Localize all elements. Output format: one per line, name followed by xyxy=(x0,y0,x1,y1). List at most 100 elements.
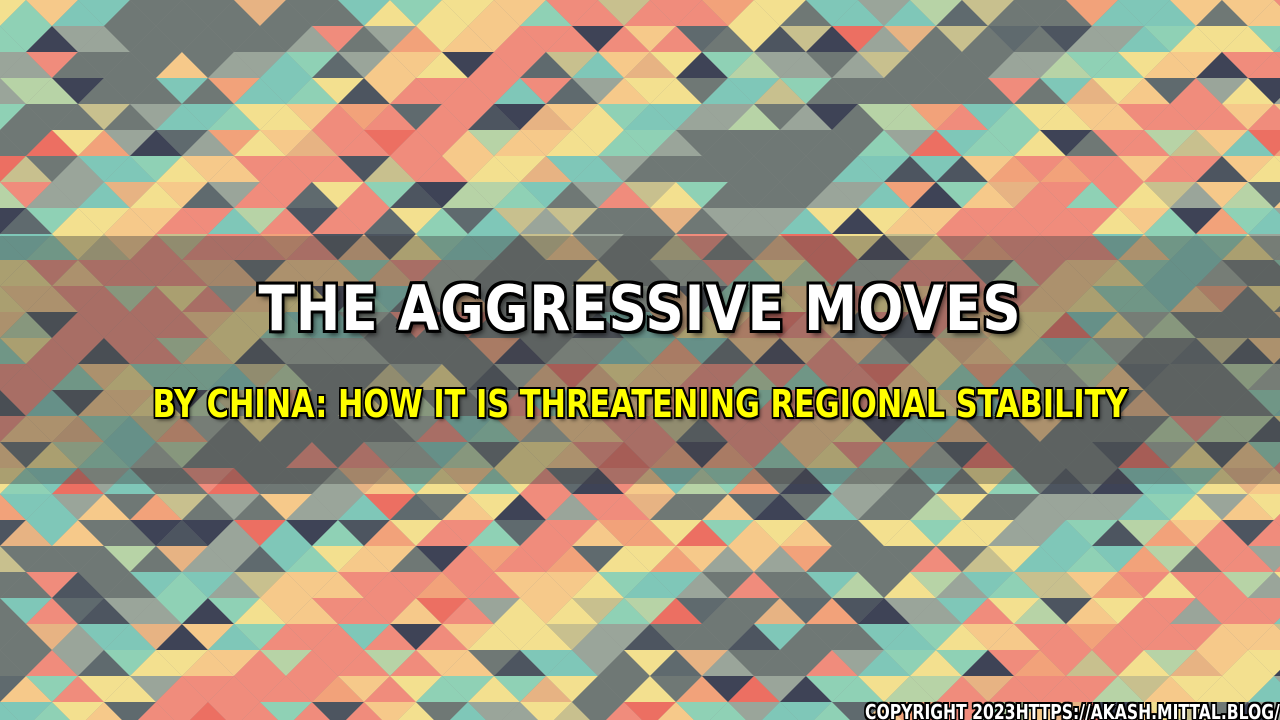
mosaic-tile xyxy=(104,702,156,720)
mosaic-tile xyxy=(156,520,208,546)
mosaic-tile xyxy=(338,78,390,104)
mosaic-tile xyxy=(598,260,650,286)
mosaic-tile xyxy=(1170,442,1222,468)
mosaic-tile xyxy=(910,338,962,364)
mosaic-tile xyxy=(814,702,850,720)
mosaic-tile xyxy=(104,494,156,520)
mosaic-tile xyxy=(988,650,1040,676)
copyright-footer: COPYRIGHT 2023HTTPS://AKASH.MITTAL.BLOG/ xyxy=(865,700,1280,720)
mosaic-tile xyxy=(988,416,1040,442)
mosaic-tile xyxy=(442,338,494,364)
mosaic-tile xyxy=(338,0,390,26)
mosaic-tile xyxy=(806,650,858,676)
mosaic-tile xyxy=(910,442,962,468)
mosaic-tile xyxy=(1144,130,1196,156)
mosaic-tile xyxy=(130,442,182,468)
mosaic-tile xyxy=(52,624,104,650)
mosaic-tile xyxy=(104,468,156,494)
mosaic-tile xyxy=(52,494,104,520)
mosaic-tile xyxy=(754,572,806,598)
mosaic-tile xyxy=(0,572,52,598)
mosaic-tile xyxy=(364,650,416,676)
mosaic-tile xyxy=(988,234,1040,260)
mosaic-tile xyxy=(598,130,650,156)
mosaic-tile xyxy=(936,312,988,338)
mosaic-tile xyxy=(1118,442,1170,468)
mosaic-tile xyxy=(260,130,312,156)
mosaic-tile xyxy=(1248,676,1280,702)
mosaic-tile xyxy=(286,156,338,182)
mosaic-tile xyxy=(780,468,832,494)
mosaic-tile xyxy=(364,520,416,546)
mosaic-tile xyxy=(338,104,390,130)
mosaic-tile xyxy=(0,0,52,26)
mosaic-tile xyxy=(1230,702,1266,720)
mosaic-tile xyxy=(390,0,442,26)
mosaic-tile xyxy=(156,0,208,26)
mosaic-tile xyxy=(416,156,468,182)
mosaic-tile xyxy=(104,520,156,546)
mosaic-tile xyxy=(338,156,390,182)
mosaic-tile xyxy=(936,26,988,52)
mosaic-tile xyxy=(858,390,910,416)
mosaic-tile xyxy=(364,260,416,286)
mosaic-tile xyxy=(1118,156,1170,182)
mosaic-tile xyxy=(390,104,442,130)
mosaic-tile xyxy=(728,208,780,234)
mosaic-tile xyxy=(1248,312,1280,338)
mosaic-tile xyxy=(130,468,182,494)
mosaic-tile xyxy=(962,364,1014,390)
mosaic-tile xyxy=(1222,442,1274,468)
mosaic-tile xyxy=(1248,156,1280,182)
mosaic-tile xyxy=(858,338,910,364)
mosaic-tile xyxy=(780,494,832,520)
mosaic-tile xyxy=(598,234,650,260)
mosaic-tile xyxy=(1144,416,1196,442)
mosaic-tile xyxy=(1196,260,1248,286)
mosaic-tile xyxy=(1118,416,1170,442)
mosaic-tile xyxy=(104,338,156,364)
mosaic-tile xyxy=(546,234,598,260)
mosaic-tile xyxy=(936,130,988,156)
mosaic-tile xyxy=(754,130,806,156)
mosaic-tile xyxy=(234,676,286,702)
mosaic-tile xyxy=(598,572,650,598)
mosaic-tile xyxy=(416,52,468,78)
mosaic-tile xyxy=(1274,156,1280,162)
mosaic-tile xyxy=(208,0,260,26)
mosaic-tile xyxy=(884,624,936,650)
mosaic-tile xyxy=(728,702,780,720)
mosaic-tile xyxy=(1144,546,1196,572)
mosaic-tile xyxy=(1222,416,1274,442)
mosaic-tile xyxy=(1014,364,1066,390)
mosaic-tile xyxy=(364,442,416,468)
mosaic-tile xyxy=(806,104,858,130)
mosaic-tile xyxy=(0,208,52,234)
mosaic-tile xyxy=(624,0,676,26)
mosaic-tile xyxy=(364,182,416,208)
mosaic-tile xyxy=(936,0,988,26)
mosaic-tile xyxy=(1274,104,1280,110)
mosaic-tile xyxy=(598,52,650,78)
mosaic-tile xyxy=(156,338,208,364)
mosaic-tile xyxy=(624,546,676,572)
mosaic-tile xyxy=(1248,338,1280,364)
mosaic-tile xyxy=(312,598,364,624)
mosaic-tile xyxy=(1092,52,1144,78)
mosaic-tile xyxy=(234,650,286,676)
mosaic-tile xyxy=(858,130,910,156)
mosaic-tile xyxy=(780,312,832,338)
mosaic-tile xyxy=(1222,364,1274,390)
mosaic-tile xyxy=(130,130,182,156)
mosaic-tile xyxy=(442,494,494,520)
mosaic-tile xyxy=(962,312,1014,338)
mosaic-tile xyxy=(390,312,442,338)
mosaic-tile xyxy=(1092,26,1144,52)
mosaic-tile xyxy=(1014,390,1066,416)
mosaic-tile xyxy=(728,234,780,260)
mosaic-tile xyxy=(572,156,624,182)
mosaic-tile xyxy=(442,234,494,260)
mosaic-tile xyxy=(598,650,650,676)
mosaic-tile xyxy=(442,182,494,208)
mosaic-tile xyxy=(1014,104,1066,130)
